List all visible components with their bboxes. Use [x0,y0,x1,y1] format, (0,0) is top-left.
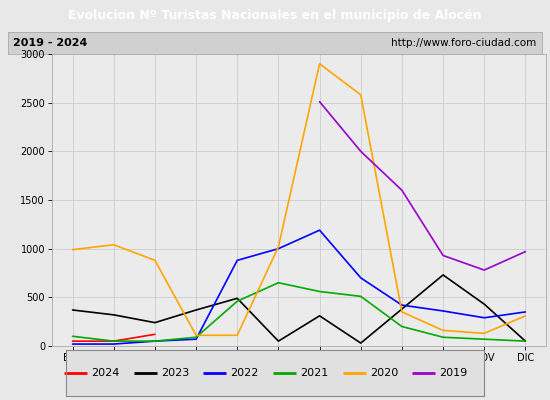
Text: 2019 - 2024: 2019 - 2024 [13,38,87,48]
Text: 2023: 2023 [161,368,189,378]
Text: 2021: 2021 [300,368,328,378]
Text: 2020: 2020 [370,368,398,378]
Text: 2022: 2022 [230,368,259,378]
Text: 2019: 2019 [439,368,468,378]
Text: http://www.foro-ciudad.com: http://www.foro-ciudad.com [392,38,537,48]
Text: 2024: 2024 [91,368,119,378]
Text: Evolucion Nº Turistas Nacionales en el municipio de Alocén: Evolucion Nº Turistas Nacionales en el m… [68,10,482,22]
